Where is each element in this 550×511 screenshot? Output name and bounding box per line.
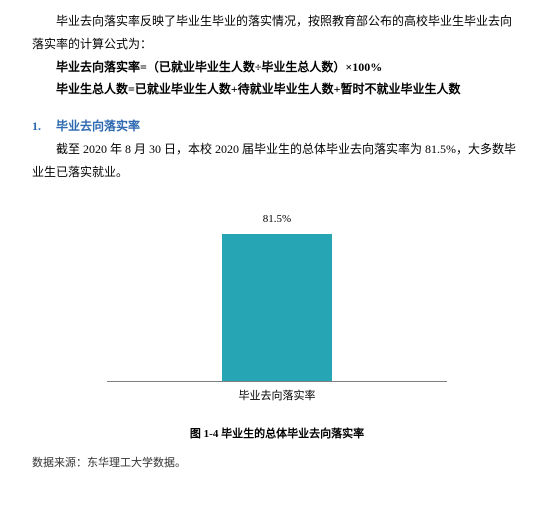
bar-group: 81.5% — [222, 209, 332, 381]
bar-rect — [222, 234, 332, 381]
intro-paragraph: 毕业去向落实率反映了毕业生毕业的落实情况，按照教育部公布的高校毕业生毕业去向落实… — [32, 10, 522, 56]
formula-rate: 毕业去向落实率=（已就业毕业生人数÷毕业生总人数）×100% — [32, 56, 522, 79]
section-number: 1. — [32, 115, 56, 138]
section-heading: 1.毕业去向落实率 — [32, 115, 522, 138]
figure-caption: 图 1-4 毕业生的总体毕业去向落实率 — [32, 424, 522, 445]
data-source: 数据来源：东华理工大学数据。 — [32, 453, 522, 474]
chart-container: 81.5% 毕业去向落实率 — [107, 202, 447, 407]
chart-plot-area: 81.5% — [107, 202, 447, 382]
section-title: 毕业去向落实率 — [56, 119, 140, 133]
bar-value-label: 81.5% — [263, 209, 291, 230]
formula-total: 毕业生总人数=已就业毕业生人数+待就业毕业生人数+暂时不就业毕业生人数 — [32, 78, 522, 101]
x-axis-label: 毕业去向落实率 — [107, 386, 447, 407]
section-body: 截至 2020 年 8 月 30 日，本校 2020 届毕业生的总体毕业去向落实… — [32, 138, 522, 184]
